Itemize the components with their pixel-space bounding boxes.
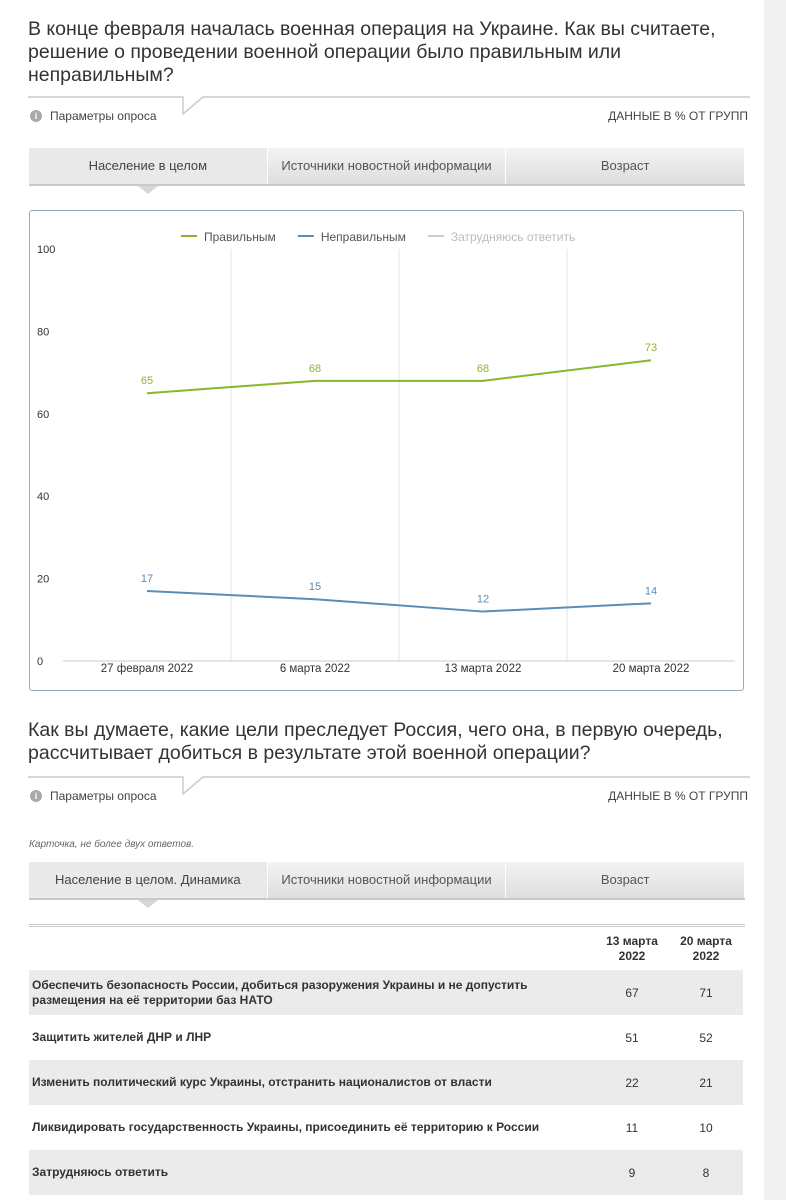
value-cell: 8 — [702, 1165, 710, 1180]
data-note: ДАННЫЕ В % ОТ ГРУПП — [608, 789, 748, 803]
x-tick-label: 27 февраля 2022 — [101, 663, 193, 675]
table-row: Затрудняюсь ответить 9 8 — [29, 1150, 743, 1195]
table-row: Защитить жителей ДНР и ЛНР 51 52 — [29, 1015, 743, 1060]
value-cell: 71 — [699, 985, 713, 1000]
legend-label[interactable]: Затрудняюсь ответить — [451, 230, 575, 244]
tab-pointer — [138, 900, 158, 908]
table-row: Ликвидировать государственность Украины,… — [29, 1105, 743, 1150]
tab[interactable]: Возраст — [506, 148, 746, 184]
chart-frame: 0 20 40 60 80 100 27 февраля 2022 6 марта 2022 1… — [29, 210, 744, 691]
side-strip — [764, 0, 786, 1200]
row-label: Затрудняюсь ответить — [32, 1165, 169, 1179]
params-link[interactable]: Параметры опроса — [50, 109, 157, 123]
header-row: 13 марта 2022 20 марта 2022 — [29, 930, 743, 970]
y-tick-label: 20 — [37, 574, 49, 586]
tab-pointer — [138, 186, 158, 194]
x-tick-label: 6 марта 2022 — [280, 663, 350, 675]
value-cell: 9 — [628, 1165, 636, 1180]
value-cell: 52 — [699, 1030, 713, 1045]
info-icon[interactable]: i — [30, 110, 42, 122]
value-label: 68 — [309, 363, 321, 375]
tabs: Население в целом. Динамика Источники но… — [29, 862, 746, 900]
x-tick-label: 20 марта 2022 — [613, 663, 690, 675]
y-tick-label: 60 — [37, 409, 49, 421]
legend-label[interactable]: Неправильным — [321, 230, 406, 244]
info-icon[interactable]: i — [30, 790, 42, 802]
row-label: Ликвидировать государственность Украины,… — [32, 1120, 540, 1134]
table-row: Обеспечить безопасность России, добиться… — [29, 970, 743, 1015]
value-cell: 21 — [699, 1075, 713, 1090]
x-tick-label: 13 марта 2022 — [445, 663, 522, 675]
series-line — [146, 359, 652, 395]
tab[interactable]: Возраст — [506, 862, 746, 898]
params-divider — [28, 96, 750, 116]
row-label: Изменить политический курс Украины, отст… — [32, 1075, 492, 1089]
question: В конце февраля началась военная операци… — [28, 18, 716, 86]
value-label: 15 — [309, 581, 321, 593]
legend-label[interactable]: Правильным — [204, 230, 276, 244]
y-tick-label: 80 — [37, 326, 49, 338]
y-tick-label: 0 — [37, 656, 43, 668]
header-cell: 20 марта 2022 — [680, 934, 732, 963]
value-label: 12 — [477, 594, 489, 606]
value-cell: 22 — [625, 1075, 639, 1090]
card-note: Карточка, не более двух ответов. — [29, 839, 195, 850]
value-cell: 11 — [625, 1120, 639, 1135]
row-label: Защитить жителей ДНР и ЛНР — [32, 1030, 212, 1044]
y-tick-label: 100 — [37, 244, 55, 256]
tab[interactable]: Источники новостной информации — [268, 148, 507, 184]
chart: 0 20 40 60 80 100 27 февраля 2022 6 марта 2022 1… — [37, 230, 735, 675]
value-label: 73 — [645, 342, 657, 354]
results-table: 13 марта 2022 20 марта 2022 Обеспечить без… — [29, 930, 743, 1195]
tab[interactable]: Население в целом. Динамика — [29, 862, 268, 898]
params-divider — [28, 776, 750, 796]
value-label: 14 — [645, 585, 657, 597]
tab[interactable]: Население в целом — [29, 148, 268, 184]
row-label: Обеспечить безопасность России, добиться… — [32, 977, 528, 1007]
value-label: 17 — [141, 573, 153, 585]
params-link[interactable]: Параметры опроса — [50, 789, 157, 803]
y-tick-label: 40 — [37, 491, 49, 503]
data-note: ДАННЫЕ В % ОТ ГРУПП — [608, 109, 748, 123]
value-cell: 51 — [625, 1030, 639, 1045]
table-rule — [29, 924, 745, 927]
tabs: Население в целом Источники новостной ин… — [29, 148, 746, 186]
header-cell — [29, 930, 595, 970]
tab[interactable]: Источники новостной информации — [268, 862, 507, 898]
value-cell: 10 — [699, 1120, 713, 1135]
question: Как вы думаете, какие цели преследует Ро… — [28, 719, 723, 764]
header-cell: 13 марта 2022 — [606, 934, 658, 963]
value-label: 65 — [141, 375, 153, 387]
value-label: 68 — [477, 363, 489, 375]
series-line — [146, 589, 652, 613]
table-row: Изменить политический курс Украины, отст… — [29, 1060, 743, 1105]
value-cell: 67 — [625, 985, 639, 1000]
